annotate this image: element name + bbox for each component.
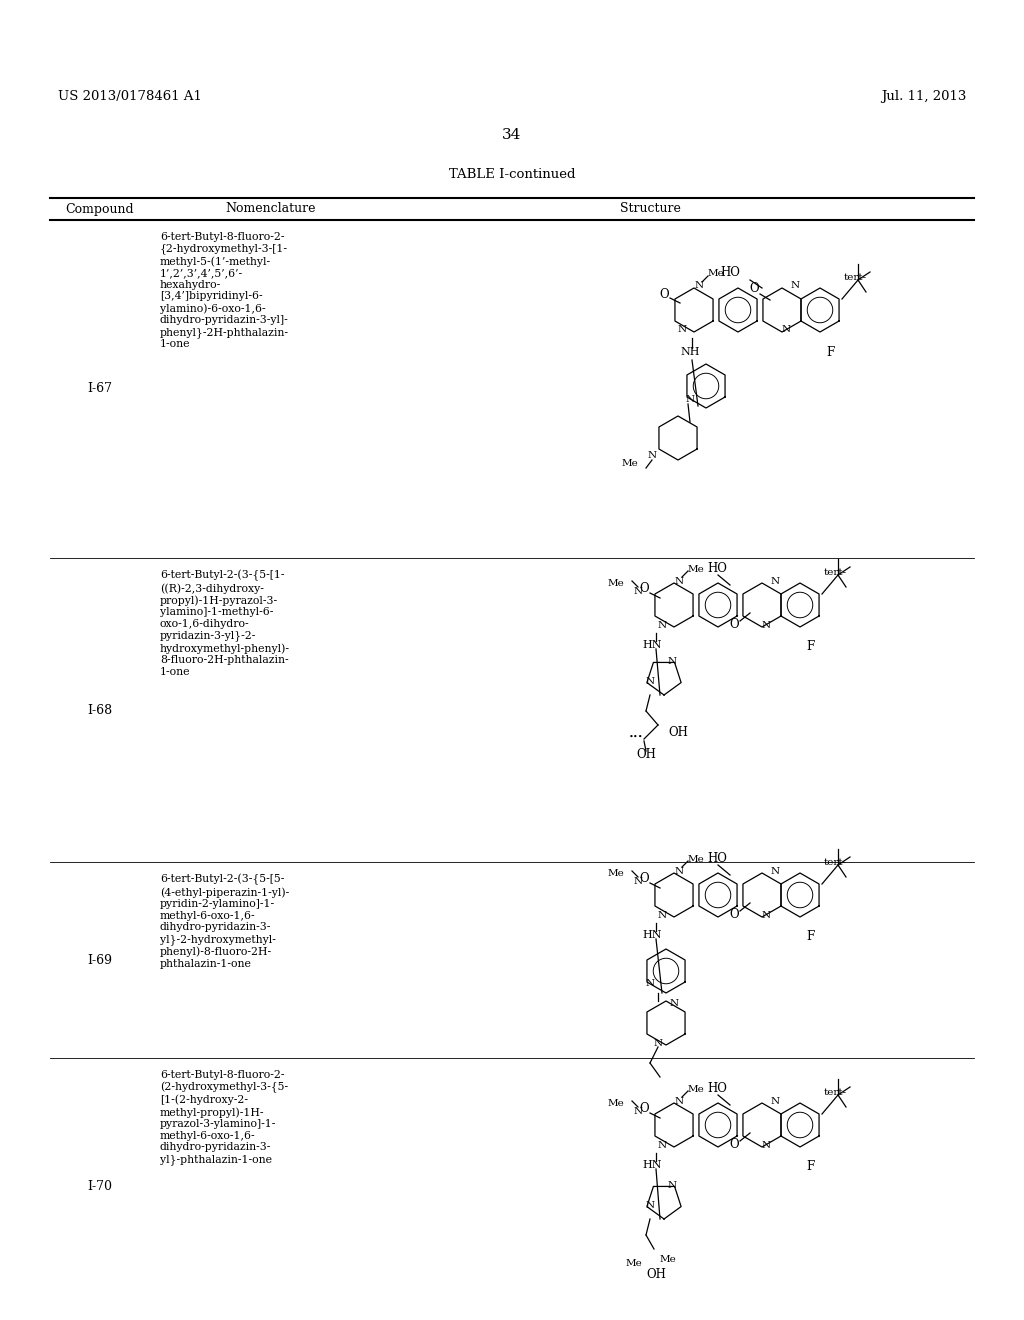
Text: O: O (750, 281, 759, 294)
Text: HN: HN (642, 640, 662, 649)
Text: Me: Me (622, 459, 638, 469)
Text: Me: Me (708, 269, 725, 279)
Text: Me: Me (626, 1258, 642, 1267)
Text: N: N (657, 911, 667, 920)
Text: 6-tert-Butyl-8-fluoro-2-
(2-hydroxymethyl-3-{5-
[1-(2-hydroxy-2-
methyl-propyl)-: 6-tert-Butyl-8-fluoro-2- (2-hydroxymethy… (160, 1071, 288, 1164)
Text: tert-: tert- (824, 1088, 847, 1097)
Text: N: N (634, 586, 643, 595)
Text: N: N (762, 620, 771, 630)
Text: 6-tert-Butyl-2-(3-{5-[1-
((R)-2,3-dihydroxy-
propyl)-1H-pyrazol-3-
ylamino]-1-me: 6-tert-Butyl-2-(3-{5-[1- ((R)-2,3-dihydr… (160, 570, 290, 677)
Text: •••: ••• (629, 733, 643, 741)
Text: N: N (675, 1097, 684, 1106)
Text: O: O (729, 1138, 738, 1151)
Text: 6-tert-Butyl-2-(3-{5-[5-
(4-ethyl-piperazin-1-yl)-
pyridin-2-ylamino]-1-
methyl-: 6-tert-Butyl-2-(3-{5-[5- (4-ethyl-pipera… (160, 874, 289, 969)
Text: N: N (791, 281, 800, 290)
Text: N: N (694, 281, 703, 290)
Text: F: F (806, 1160, 814, 1173)
Text: Structure: Structure (620, 202, 680, 215)
Text: Me: Me (607, 869, 624, 878)
Text: Me: Me (660, 1254, 677, 1263)
Text: O: O (639, 582, 649, 595)
Text: HO: HO (707, 562, 727, 576)
Text: N: N (770, 1097, 779, 1106)
Text: OH: OH (668, 726, 688, 739)
Text: HO: HO (707, 853, 727, 866)
Text: HN: HN (642, 931, 662, 940)
Text: OH: OH (646, 1269, 666, 1282)
Text: Me: Me (688, 565, 705, 573)
Text: Jul. 11, 2013: Jul. 11, 2013 (881, 90, 966, 103)
Text: N: N (675, 866, 684, 875)
Text: Nomenclature: Nomenclature (225, 202, 315, 215)
Text: N: N (770, 577, 779, 586)
Text: N: N (670, 998, 679, 1007)
Text: I-67: I-67 (87, 383, 113, 396)
Text: N: N (657, 1140, 667, 1150)
Text: F: F (806, 640, 814, 653)
Text: NH: NH (680, 347, 699, 356)
Text: HO: HO (720, 265, 740, 279)
Text: tert-: tert- (844, 273, 867, 282)
Text: F: F (806, 931, 814, 944)
Text: O: O (639, 873, 649, 886)
Text: TABLE I-continued: TABLE I-continued (449, 168, 575, 181)
Text: N: N (668, 1180, 677, 1189)
Text: N: N (653, 1039, 663, 1048)
Text: I-68: I-68 (87, 704, 113, 717)
Text: N: N (668, 656, 677, 665)
Text: US 2013/0178461 A1: US 2013/0178461 A1 (58, 90, 202, 103)
Text: I-70: I-70 (87, 1180, 113, 1193)
Text: N: N (634, 876, 643, 886)
Text: tert-: tert- (824, 568, 847, 577)
Text: N: N (685, 396, 694, 404)
Text: O: O (729, 619, 738, 631)
Text: N: N (762, 1140, 771, 1150)
Text: OH: OH (636, 748, 656, 762)
Text: N: N (770, 866, 779, 875)
Text: HO: HO (707, 1082, 727, 1096)
Text: F: F (826, 346, 835, 359)
Text: N: N (645, 978, 654, 987)
Text: N: N (657, 620, 667, 630)
Text: O: O (639, 1102, 649, 1115)
Text: Me: Me (607, 1098, 624, 1107)
Text: Me: Me (688, 854, 705, 863)
Text: N: N (781, 326, 791, 334)
Text: N: N (645, 676, 654, 685)
Text: N: N (645, 1200, 654, 1209)
Text: 34: 34 (503, 128, 521, 143)
Text: 6-tert-Butyl-8-fluoro-2-
{2-hydroxymethyl-3-[1-
methyl-5-(1’-methyl-
1’,2’,3’,4’: 6-tert-Butyl-8-fluoro-2- {2-hydroxymethy… (160, 232, 289, 350)
Text: O: O (659, 288, 669, 301)
Text: Me: Me (607, 578, 624, 587)
Text: I-69: I-69 (87, 953, 113, 966)
Text: HN: HN (642, 1160, 662, 1170)
Text: tert-: tert- (824, 858, 847, 867)
Text: Me: Me (688, 1085, 705, 1093)
Text: N: N (678, 326, 686, 334)
Text: Compound: Compound (66, 202, 134, 215)
Text: N: N (675, 577, 684, 586)
Text: N: N (647, 451, 656, 461)
Text: N: N (762, 911, 771, 920)
Text: O: O (729, 908, 738, 921)
Text: N: N (634, 1106, 643, 1115)
